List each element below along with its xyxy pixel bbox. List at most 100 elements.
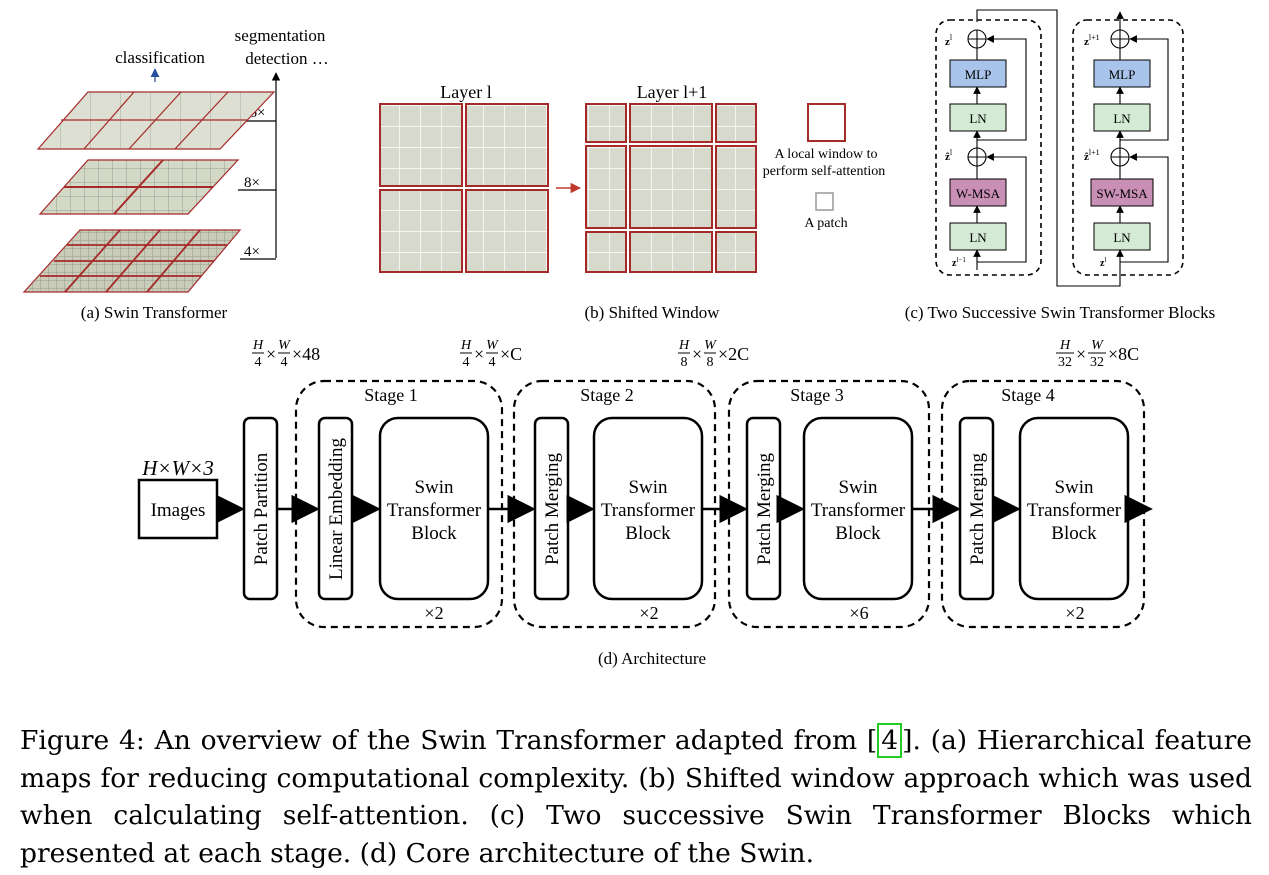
- svg-text:zl: zl: [945, 33, 953, 48]
- swin-block-s3-line2: Transformer: [811, 500, 906, 521]
- legend-window-swatch: [807, 103, 846, 142]
- svg-text:×48: ×48: [292, 344, 320, 364]
- layer-l1-title: Layer l+1: [637, 82, 708, 102]
- block2-sw-msa-label: SW-MSA: [1096, 186, 1148, 201]
- svg-text:W: W: [704, 338, 717, 353]
- block1-ln-1-label: LN: [969, 230, 987, 245]
- svg-text:8: 8: [707, 355, 714, 370]
- block2-ln-2: [1093, 103, 1151, 132]
- label-classification: classification: [115, 48, 205, 67]
- block1-ln-1: [949, 222, 1007, 251]
- svg-text:H: H: [252, 338, 264, 353]
- panel-d: H4 × W4 ×48 H4 × W4 ×C H8 × W8 ×2C H32 × W32 ×8C H×W×3 …: [137, 338, 1153, 668]
- block2-ln-1-label: LN: [1113, 230, 1131, 245]
- svg-text:H: H: [1059, 338, 1071, 353]
- block2-ln-1: [1093, 222, 1151, 251]
- swin-block-s2-line2: Transformer: [601, 500, 696, 521]
- swin-block-s3-line1: Swin: [838, 477, 878, 498]
- svg-text:H: H: [460, 338, 472, 353]
- stage-3-title: Stage 3: [790, 385, 844, 405]
- figure-caption: Figure 4: An overview of the Swin Transf…: [20, 722, 1252, 872]
- caption-a: (a) Swin Transformer: [81, 303, 228, 322]
- panel-c: LN W-MSA LN MLP zl ẑl zl−1: [905, 9, 1216, 322]
- patch-partition-label: Patch Partition: [251, 452, 272, 565]
- stage-3-box: [727, 379, 931, 629]
- svg-text:W: W: [1091, 338, 1104, 353]
- swin-figure: classification segmentation detection … …: [22, 9, 1216, 668]
- svg-text:32: 32: [1090, 355, 1104, 370]
- caption-text-1: Figure 4: An overview of the Swin Transf…: [20, 725, 878, 756]
- svg-text:4: 4: [255, 355, 262, 370]
- svg-text:×8C: ×8C: [1108, 344, 1139, 364]
- svg-text:×: ×: [692, 344, 702, 364]
- svg-text:4: 4: [463, 355, 470, 370]
- block2-sw-msa: [1090, 178, 1154, 207]
- svg-text:ẑl: ẑl: [945, 148, 953, 163]
- label-detection: detection …: [245, 49, 329, 68]
- panel-a: classification segmentation detection … …: [22, 26, 329, 322]
- patch-merging-label-3: Patch Merging: [754, 452, 775, 565]
- block1-mlp: [949, 59, 1007, 88]
- stage-1-title: Stage 1: [364, 385, 418, 405]
- stage-2-repeat: ×2: [639, 603, 658, 623]
- stage-2-box: [512, 379, 717, 629]
- legend-window-line2: perform self-attention: [763, 164, 885, 179]
- svg-text:zl−1: zl−1: [952, 256, 966, 269]
- swin-block-s3-line3: Block: [835, 523, 881, 544]
- svg-text:W: W: [278, 338, 291, 353]
- linear-embedding-label: Linear Embedding: [326, 438, 347, 580]
- dimension-label-1: H 4 × W 4 ×48: [252, 338, 320, 370]
- label-segmentation: segmentation: [235, 26, 326, 45]
- svg-text:W: W: [486, 338, 499, 353]
- dimension-label-2: H 4 × W 4 ×C: [460, 338, 522, 370]
- swin-block-1: LN W-MSA LN MLP zl ẑl zl−1: [935, 19, 1042, 276]
- block2-mlp: [1093, 59, 1151, 88]
- svg-text:8: 8: [681, 355, 688, 370]
- stage-2-title: Stage 2: [580, 385, 634, 405]
- caption-d: (d) Architecture: [598, 649, 706, 668]
- caption-text-2: ]. (a) Hierarchical feature maps for red…: [20, 725, 1252, 869]
- layer-l-title: Layer l: [440, 82, 491, 102]
- svg-text:4: 4: [489, 355, 496, 370]
- dimension-label-3: H 8 × W 8 ×2C: [678, 338, 749, 370]
- panel-b: Layer l Layer l+1 A local window to perf…: [379, 82, 885, 322]
- legend-patch: A patch: [804, 216, 847, 231]
- caption-b: (b) Shifted Window: [585, 303, 721, 322]
- swin-block-s4-line1: Swin: [1054, 477, 1094, 498]
- svg-text:4: 4: [281, 355, 288, 370]
- svg-text:32: 32: [1058, 355, 1072, 370]
- svg-text:×: ×: [474, 344, 484, 364]
- images-label: Images: [151, 500, 206, 521]
- layer-l-windows: [379, 103, 549, 273]
- svg-text:H: H: [678, 338, 690, 353]
- input-dims: H×W×3: [141, 456, 214, 480]
- swin-block-s1-line2: Transformer: [387, 500, 482, 521]
- swin-block-2: LN SW-MSA LN MLP zl+1 ẑl+1 zl: [1072, 11, 1184, 276]
- stage-4-repeat: ×2: [1065, 603, 1084, 623]
- svg-text:×: ×: [1076, 344, 1086, 364]
- dimension-labels: H4 × W4 ×48 H4 × W4 ×C H8 × W8 ×2C H32 × W32 ×8C: [252, 338, 1139, 370]
- block1-w-msa-label: W-MSA: [956, 186, 1001, 201]
- block2-mlp-label: MLP: [1109, 67, 1136, 82]
- swin-block-s2-line3: Block: [625, 523, 671, 544]
- dimension-label-4: H 32 × W 32 ×8C: [1056, 338, 1139, 370]
- block1-w-msa: [949, 178, 1007, 207]
- stage-3-repeat: ×6: [849, 603, 868, 623]
- swin-block-s2-line1: Swin: [628, 477, 668, 498]
- legend-patch-swatch: [815, 192, 834, 211]
- block1-ln-2: [949, 103, 1007, 132]
- block1-ln-2-label: LN: [969, 111, 987, 126]
- swin-block-s1-line1: Swin: [414, 477, 454, 498]
- block1-mlp-label: MLP: [965, 67, 992, 82]
- block2-ln-2-label: LN: [1113, 111, 1131, 126]
- layer-l1-windows: [585, 103, 757, 273]
- caption-c: (c) Two Successive Swin Transformer Bloc…: [905, 303, 1216, 322]
- swin-block-s4-line2: Transformer: [1027, 500, 1122, 521]
- scale-8: 8×: [244, 175, 260, 191]
- svg-text:ẑl+1: ẑl+1: [1084, 148, 1100, 163]
- stage-1-box: [294, 379, 504, 629]
- patch-merging-label-4: Patch Merging: [967, 452, 988, 565]
- stage-1-repeat: ×2: [424, 603, 443, 623]
- caption-reference[interactable]: 4: [877, 723, 903, 758]
- svg-text:zl: zl: [1100, 256, 1106, 269]
